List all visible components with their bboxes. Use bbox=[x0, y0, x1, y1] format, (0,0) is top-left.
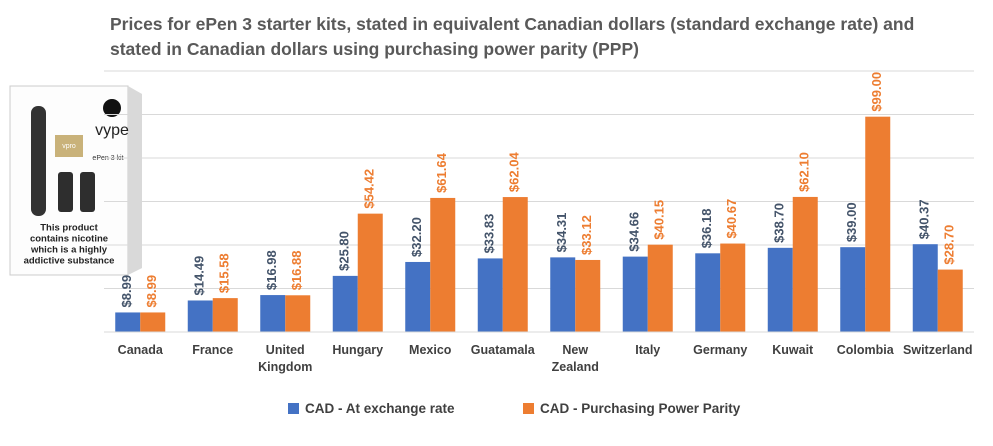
x-tick-label: Guatamala bbox=[470, 343, 535, 357]
data-label: $34.66 bbox=[627, 212, 642, 252]
box-side bbox=[128, 86, 142, 275]
warning-line: This product bbox=[40, 223, 98, 234]
x-tick-label: New Zealand bbox=[551, 343, 599, 374]
bar bbox=[840, 247, 866, 332]
brand: vype bbox=[95, 122, 129, 139]
bar bbox=[937, 269, 963, 332]
pod bbox=[58, 172, 73, 212]
x-tick-label: Switzerland bbox=[903, 343, 973, 357]
warning-line: addictive substance bbox=[24, 256, 115, 267]
bar bbox=[720, 243, 746, 332]
x-tick-label: Mexico bbox=[409, 343, 452, 357]
bar bbox=[140, 312, 166, 332]
chart-title: Prices for ePen 3 starter kits, stated i… bbox=[110, 14, 915, 59]
bar bbox=[695, 253, 721, 332]
bar bbox=[430, 197, 456, 332]
bar bbox=[405, 261, 431, 332]
data-label: $25.80 bbox=[337, 231, 352, 271]
data-label: $62.04 bbox=[507, 152, 522, 193]
data-label: $62.10 bbox=[797, 152, 812, 192]
legend-swatch bbox=[288, 403, 299, 414]
data-label: $8.99 bbox=[119, 275, 134, 308]
bar bbox=[332, 275, 358, 332]
x-tick-label: United Kingdom bbox=[258, 343, 313, 374]
data-label: $15.58 bbox=[217, 253, 232, 293]
badge-bg bbox=[55, 135, 83, 157]
bar bbox=[187, 300, 213, 332]
bar bbox=[357, 213, 383, 332]
badge: vpro bbox=[62, 143, 76, 150]
bar bbox=[285, 295, 311, 332]
data-label: $8.99 bbox=[144, 275, 159, 308]
legend-label: CAD - Purchasing Power Parity bbox=[540, 401, 741, 416]
x-tick-label: Canada bbox=[117, 343, 163, 357]
data-label: $54.42 bbox=[362, 169, 377, 209]
data-label: $14.49 bbox=[192, 256, 207, 296]
data-label: $32.20 bbox=[409, 217, 424, 257]
data-label: $40.67 bbox=[724, 199, 739, 239]
pen bbox=[31, 106, 46, 216]
x-tick-label: Germany bbox=[693, 343, 748, 357]
data-label: $33.12 bbox=[579, 215, 594, 255]
data-label: $33.83 bbox=[482, 214, 497, 254]
x-tick-label: Italy bbox=[635, 343, 661, 357]
data-label: $16.88 bbox=[289, 251, 304, 291]
bar bbox=[115, 312, 141, 332]
bar bbox=[622, 256, 648, 332]
x-tick-label: Colombia bbox=[836, 343, 894, 357]
data-label: $61.64 bbox=[434, 152, 449, 193]
bar bbox=[767, 247, 793, 332]
bar bbox=[647, 244, 673, 332]
bar bbox=[912, 244, 938, 332]
data-label: $38.70 bbox=[772, 203, 787, 243]
x-tick-label: Kuwait bbox=[772, 343, 814, 357]
data-label: $34.31 bbox=[554, 213, 569, 253]
bar bbox=[477, 258, 503, 332]
bar bbox=[575, 259, 601, 332]
data-label: $36.18 bbox=[699, 209, 714, 249]
legend-item: CAD - At exchange rate bbox=[288, 401, 455, 416]
data-label: $39.00 bbox=[844, 202, 859, 242]
bar bbox=[792, 196, 818, 332]
data-label: $40.15 bbox=[652, 200, 667, 240]
warning-line: which is a highly bbox=[30, 245, 108, 256]
bar bbox=[865, 116, 891, 332]
bar bbox=[502, 197, 528, 332]
x-tick-label: Hungary bbox=[332, 343, 384, 357]
x-tick-label: France bbox=[192, 343, 234, 357]
logo bbox=[103, 99, 121, 117]
warning-line: contains nicotine bbox=[30, 234, 108, 245]
legend-swatch bbox=[523, 403, 534, 414]
data-label: $28.70 bbox=[942, 225, 957, 265]
legend-label: CAD - At exchange rate bbox=[305, 401, 455, 416]
bar bbox=[260, 295, 286, 332]
bar bbox=[212, 298, 238, 332]
data-label: $99.00 bbox=[869, 72, 884, 112]
legend-item: CAD - Purchasing Power Parity bbox=[523, 401, 740, 416]
pod bbox=[80, 172, 95, 212]
bar bbox=[550, 257, 576, 332]
data-label: $40.37 bbox=[917, 199, 932, 239]
product-image: vpro vype ePen 3 kit This productcontain… bbox=[9, 85, 142, 276]
data-label: $16.98 bbox=[264, 250, 279, 290]
